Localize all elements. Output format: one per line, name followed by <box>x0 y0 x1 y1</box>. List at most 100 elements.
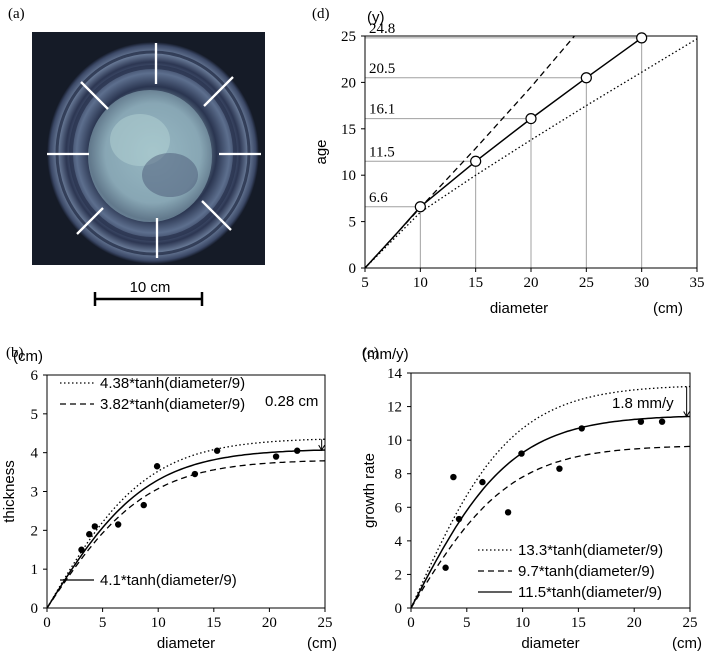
x-tick-label: 30 <box>634 275 649 291</box>
data-point <box>294 448 300 454</box>
y-tick-label: 2 <box>395 567 403 583</box>
gap-annotation: 1.8 mm/y <box>612 395 674 412</box>
data-point <box>192 471 198 477</box>
x-tick-label: 10 <box>151 615 166 631</box>
x-tick-label: 20 <box>627 615 642 631</box>
x-tick-label: 5 <box>99 615 107 631</box>
x-axis-label: diameter <box>521 635 579 652</box>
y-axis-label: thickness <box>1 460 18 523</box>
x-tick-label: 25 <box>683 615 698 631</box>
panel-d-label: (d) <box>312 6 330 22</box>
y-tick-label: 6 <box>395 500 403 516</box>
y-axis-unit: (mm/y) <box>362 346 409 363</box>
x-tick-label: 35 <box>690 275 704 291</box>
legend-entry: 11.5*tanh(diameter/9) <box>518 584 662 601</box>
chart-b: 0 5 10 15 20 25 0 1 2 3 4 5 6 4.38*tanh(diameter/9) 3.… <box>1 348 337 652</box>
age-marker <box>471 156 481 166</box>
age-value-label: 11.5 <box>369 144 395 160</box>
age-marker <box>637 33 647 43</box>
data-point <box>456 516 462 522</box>
x-tick-label: 25 <box>579 275 594 291</box>
y-tick-label: 6 <box>31 368 39 384</box>
age-marker <box>415 202 425 212</box>
x-axis-unit: (cm) <box>307 635 337 652</box>
y-tick-label: 2 <box>31 523 39 539</box>
y-axis-label: growth rate <box>361 453 378 528</box>
data-point <box>214 448 220 454</box>
data-point <box>86 531 92 537</box>
age-value-label: 16.1 <box>369 102 395 118</box>
x-tick-label: 15 <box>206 615 221 631</box>
y-axis-unit: (y) <box>367 9 385 26</box>
scale-bar-label: 10 cm <box>130 279 171 296</box>
data-point <box>556 465 562 471</box>
y-tick-label: 4 <box>395 534 403 550</box>
y-tick-label: 14 <box>387 366 403 382</box>
legend-entry: 3.82*tanh(diameter/9) <box>100 396 245 413</box>
data-point <box>579 425 585 431</box>
panel-a: (a) 10 cm <box>8 6 265 306</box>
legend-entry: 4.1*tanh(diameter/9) <box>100 572 237 589</box>
data-point <box>442 565 448 571</box>
gap-annotation: 0.28 cm <box>265 393 318 410</box>
x-tick-label: 0 <box>43 615 51 631</box>
legend-entry: 13.3*tanh(diameter/9) <box>518 542 663 559</box>
panel-a-label: (a) <box>8 6 25 22</box>
data-point <box>154 463 160 469</box>
y-tick-label: 20 <box>341 75 356 91</box>
data-point <box>450 474 456 480</box>
y-tick-label: 1 <box>31 562 39 578</box>
data-point <box>518 450 524 456</box>
x-axis-label: diameter <box>490 300 548 317</box>
y-tick-label: 0 <box>349 261 357 277</box>
x-tick-label: 15 <box>571 615 586 631</box>
x-tick-label: 25 <box>318 615 333 631</box>
data-point <box>115 521 121 527</box>
age-value-label: 20.5 <box>369 61 395 77</box>
data-point <box>141 502 147 508</box>
age-marker <box>526 114 536 124</box>
x-tick-label: 5 <box>463 615 471 631</box>
x-tick-label: 5 <box>361 275 369 291</box>
data-point <box>638 418 644 424</box>
x-tick-label: 20 <box>262 615 277 631</box>
legend-entry: 9.7*tanh(diameter/9) <box>518 563 655 580</box>
y-tick-label: 4 <box>31 446 39 462</box>
x-tick-label: 10 <box>413 275 428 291</box>
y-tick-label: 8 <box>395 467 403 483</box>
chart-c: 0 5 10 15 20 25 0 2 4 6 8 10 12 14 13.3*tanh(diameter/… <box>361 346 702 652</box>
data-point <box>78 547 84 553</box>
scale-bar: 10 cm <box>95 279 202 306</box>
data-point <box>92 523 98 529</box>
y-tick-label: 12 <box>387 400 402 416</box>
age-marker <box>581 73 591 83</box>
y-tick-label: 10 <box>387 433 402 449</box>
y-tick-label: 0 <box>395 601 403 617</box>
y-tick-label: 0 <box>31 601 39 617</box>
age-curve-dashed <box>365 0 620 268</box>
x-tick-label: 10 <box>515 615 530 631</box>
y-tick-label: 5 <box>349 215 357 231</box>
x-axis-unit: (cm) <box>672 635 702 652</box>
x-tick-label: 20 <box>524 275 539 291</box>
y-axis-unit: (cm) <box>13 348 43 365</box>
y-tick-label: 3 <box>31 485 39 501</box>
y-axis-label: age <box>313 139 330 164</box>
x-tick-label: 0 <box>407 615 415 631</box>
data-point <box>505 509 511 515</box>
data-point <box>479 479 485 485</box>
x-axis-unit: (cm) <box>653 300 683 317</box>
x-axis-label: diameter <box>157 635 215 652</box>
x-tick-label: 15 <box>468 275 483 291</box>
y-tick-label: 15 <box>341 122 356 138</box>
data-point <box>659 418 665 424</box>
age-value-label: 6.6 <box>369 190 388 206</box>
y-tick-label: 10 <box>341 168 356 184</box>
y-tick-label: 5 <box>31 407 39 423</box>
legend-entry: 4.38*tanh(diameter/9) <box>100 375 245 392</box>
data-point <box>273 453 279 459</box>
y-tick-label: 25 <box>341 29 356 45</box>
age-curve-solid <box>365 38 642 268</box>
